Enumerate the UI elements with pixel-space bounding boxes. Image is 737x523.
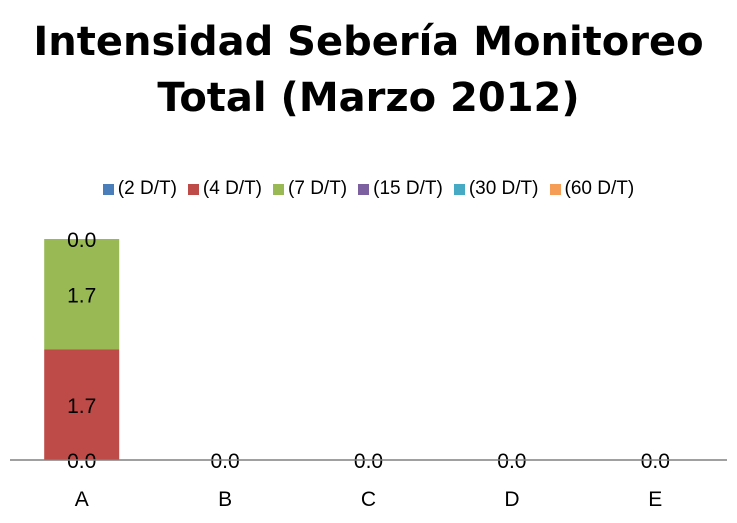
legend-label-60dt: (60 D/T) [564,178,635,199]
legend-label-15dt: (15 D/T) [373,178,443,199]
data-label-e-0: 0.0 [641,450,670,473]
legend-item-60dt: (60 D/T) [549,178,635,200]
data-label-b-0: 0.0 [210,450,239,473]
legend-item-2dt: (2 D/T) [102,178,177,200]
chart-title-line-1: Intensidad Sebería Monitoreo [33,19,704,65]
bar-a-series-1 [44,349,120,460]
data-label-c-0: 0.0 [354,450,383,473]
legend-swatch-60dt [549,183,561,195]
x-tick-label-d: D [504,488,519,511]
legend-item-15dt: (15 D/T) [358,178,443,200]
legend-item-7dt: (7 D/T) [273,178,347,200]
chart-title: Intensidad Sebería Monitoreo Total (Marz… [0,14,737,126]
legend-item-30dt: (30 D/T) [453,178,539,200]
legend-swatch-4dt [187,183,199,195]
x-tick-label-e: E [648,488,662,511]
chart-title-line-2: Total (Marzo 2012) [157,75,580,121]
chart-legend: (2 D/T) (4 D/T) (7 D/T) (15 D/T) (30 D/T… [0,178,737,200]
data-label-a-0: 0.0 [67,450,96,473]
legend-label-4dt: (4 D/T) [202,178,263,199]
legend-swatch-30dt [453,183,465,195]
legend-item-4dt: (4 D/T) [187,178,263,200]
data-label-a-1: 1.7 [67,395,96,418]
data-label-d-0: 0.0 [497,450,526,473]
data-label-a-3: 0.0 [67,229,96,252]
legend-swatch-15dt [358,183,370,195]
legend-label-2dt: (2 D/T) [117,178,177,199]
bar-a-series-2 [44,239,120,350]
legend-label-7dt: (7 D/T) [288,178,348,199]
x-tick-label-b: B [218,488,232,511]
legend-swatch-2dt [102,183,114,195]
x-tick-label-c: C [361,488,376,511]
data-label-a-2: 1.7 [67,284,96,307]
x-tick-label-a: A [75,488,89,511]
legend-label-30dt: (30 D/T) [468,178,539,199]
legend-swatch-7dt [273,183,285,195]
